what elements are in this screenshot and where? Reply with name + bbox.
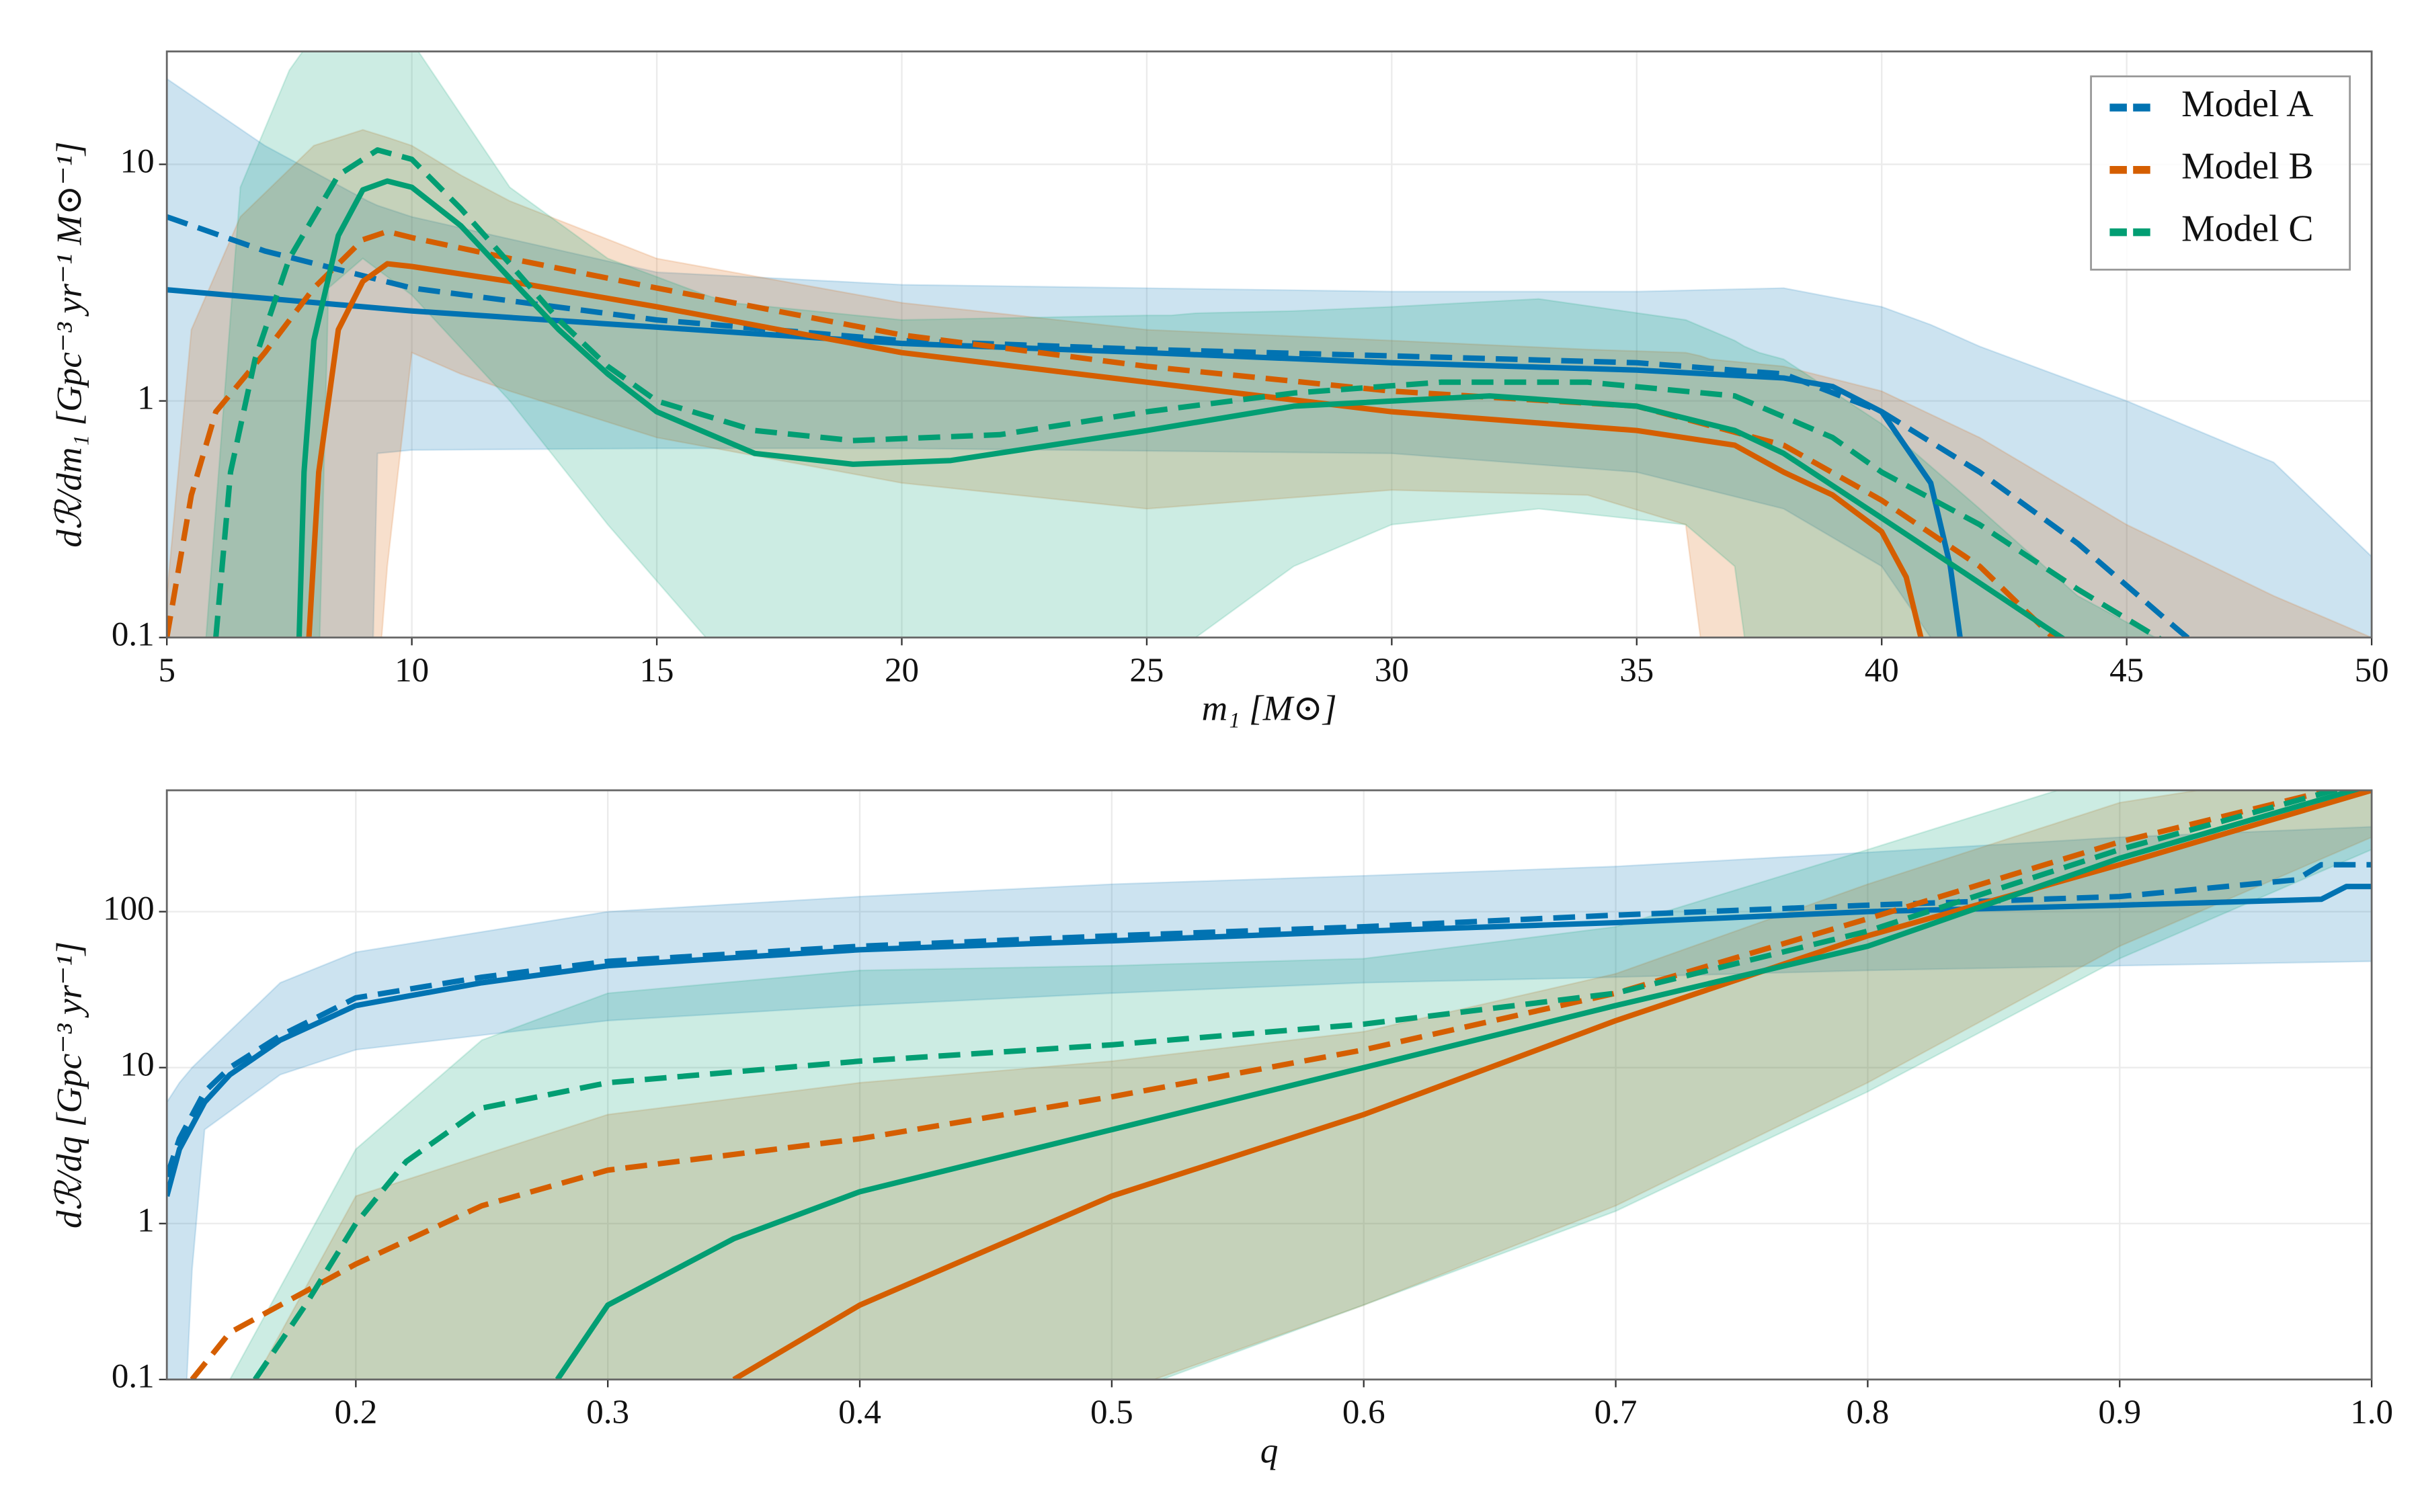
- band: [205, 51, 2157, 638]
- y-tick-label: 100: [103, 890, 155, 927]
- solid-line: [306, 261, 1924, 638]
- y-axis-label: dℛ/dq [Gpc⁻³ yr⁻¹]: [49, 941, 89, 1228]
- dashed-line: [167, 862, 2372, 1178]
- x-axis-label: m₁ [M⊙]: [1202, 688, 1337, 728]
- x-tick-label: 15: [640, 652, 674, 689]
- solid-line: [296, 178, 2066, 638]
- x-tick-label: 45: [2109, 652, 2144, 689]
- x-tick-label: 0.9: [2098, 1394, 2141, 1431]
- x-tick-label: 5: [158, 652, 175, 689]
- x-tick-label: 0.8: [1847, 1394, 1890, 1431]
- x-tick-label: 30: [1375, 652, 1409, 689]
- band: [167, 128, 2372, 638]
- plot-area: [167, 51, 2372, 638]
- y-tick-label: 10: [120, 142, 155, 180]
- solid-line: [732, 790, 2372, 1380]
- plot-area: [167, 790, 2372, 1380]
- y-tick-label: 1: [137, 379, 155, 417]
- x-axis-label: q: [1260, 1430, 1279, 1470]
- x-tick-label: 40: [1865, 652, 1899, 689]
- y-tick-label: 10: [120, 1046, 155, 1083]
- dashed-line: [167, 228, 2058, 638]
- y-tick-label: 1: [137, 1202, 155, 1239]
- x-tick-label: 35: [1619, 652, 1654, 689]
- dashed-line: [253, 790, 2345, 1380]
- solid-line: [555, 790, 2363, 1380]
- band: [167, 826, 2372, 1380]
- frame: [165, 789, 2373, 1381]
- legend-label: Model A: [2181, 83, 2313, 125]
- legend-label: Model B: [2181, 146, 2313, 187]
- x-tick-label: 25: [1129, 652, 1164, 689]
- x-tick-label: 1.0: [2350, 1394, 2393, 1431]
- y-axis-label: dℛ/dm₁ [Gpc⁻³ yr⁻¹ M⊙⁻¹]: [49, 142, 89, 548]
- x-tick-label: 0.3: [586, 1394, 629, 1431]
- legend-label: Model C: [2181, 208, 2313, 249]
- x-tick-label: 0.2: [334, 1394, 377, 1431]
- x-tick-label: 0.6: [1342, 1394, 1385, 1431]
- dashed-line: [167, 214, 2192, 638]
- solid-line: [167, 884, 2372, 1197]
- x-tick-label: 0.7: [1595, 1394, 1638, 1431]
- dashed-line: [190, 790, 2341, 1380]
- frame: [165, 50, 2373, 639]
- band: [254, 790, 2372, 1380]
- x-tick-label: 0.5: [1090, 1394, 1133, 1431]
- solid-line: [167, 287, 1963, 638]
- dashed-line: [213, 147, 2163, 638]
- x-tick-label: 0.4: [838, 1394, 881, 1431]
- x-tick-label: 10: [395, 652, 429, 689]
- y-tick-label: 0.1: [112, 616, 155, 653]
- x-tick-label: 50: [2355, 652, 2389, 689]
- y-tick-label: 0.1: [112, 1358, 155, 1396]
- x-tick-label: 20: [885, 652, 919, 689]
